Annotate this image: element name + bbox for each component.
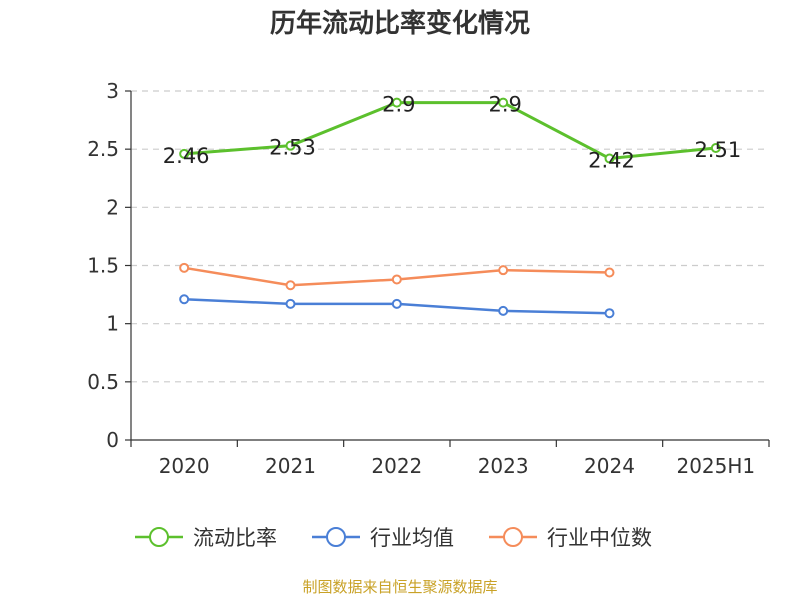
data-point (391, 274, 402, 285)
legend-label: 行业均值 (370, 526, 454, 550)
data-point (391, 97, 402, 108)
y-tick-label: 1 (106, 312, 119, 336)
legend-label: 行业中位数 (547, 526, 652, 550)
data-point (391, 298, 402, 309)
x-tick-label: 2021 (265, 454, 316, 478)
data-point (604, 267, 615, 278)
series-lines (179, 97, 721, 319)
x-tick-label: 2025H1 (676, 454, 755, 478)
data-label: 2.9 (382, 93, 415, 117)
data-point (285, 298, 296, 309)
y-tick-label: 1.5 (87, 254, 119, 278)
y-tick-label: 0.5 (87, 370, 119, 394)
source-note: 制图数据来自恒生聚源数据库 (302, 578, 498, 596)
y-tick-label: 0 (106, 428, 119, 452)
data-point (498, 305, 509, 316)
data-point (179, 262, 190, 273)
data-point (285, 280, 296, 291)
legend-marker (326, 527, 346, 547)
data-point (498, 265, 509, 276)
data-label: 2.46 (163, 144, 210, 168)
data-point (604, 308, 615, 319)
data-point (604, 153, 615, 164)
legend-label: 流动比率 (193, 526, 277, 550)
series-line-0 (184, 101, 716, 160)
data-point (498, 97, 509, 108)
legend-marker (503, 527, 523, 547)
data-point (710, 143, 721, 154)
x-tick-label: 2020 (159, 454, 210, 478)
legend[interactable]: 流动比率 行业均值 行业中位数 (135, 526, 652, 550)
data-label: 2.51 (694, 138, 741, 162)
y-tick-label: 2.5 (87, 137, 119, 161)
x-tick-label: 2023 (478, 454, 529, 478)
gridlines (131, 90, 769, 383)
y-tick-label: 2 (106, 195, 119, 219)
data-point (179, 294, 190, 305)
data-point (285, 140, 296, 151)
legend-marker (149, 527, 169, 547)
chart-title: 历年流动比率变化情况 (269, 9, 530, 39)
data-label: 2.9 (488, 93, 521, 117)
data-label: 2.53 (269, 136, 316, 160)
data-labels: 2.46 2.53 2.9 2.9 2.42 2.51 (163, 93, 741, 173)
x-tick-label: 2024 (584, 454, 635, 478)
y-tick-label: 3 (106, 79, 119, 103)
data-point (179, 148, 190, 159)
x-tick-label: 2022 (371, 454, 422, 478)
data-label: 2.42 (588, 148, 635, 172)
legend-item-1[interactable]: 行业均值 (312, 526, 454, 550)
legend-item-2[interactable]: 行业中位数 (489, 526, 652, 550)
legend-item-0[interactable]: 流动比率 (135, 526, 277, 550)
